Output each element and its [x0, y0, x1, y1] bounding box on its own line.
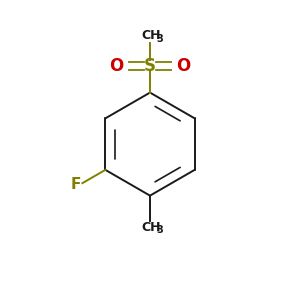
Text: CH: CH: [141, 221, 161, 234]
Text: O: O: [110, 57, 124, 75]
Text: CH: CH: [141, 29, 161, 42]
Text: F: F: [71, 177, 81, 192]
Text: 3: 3: [156, 34, 163, 44]
Text: 3: 3: [156, 225, 163, 236]
Text: O: O: [176, 57, 190, 75]
Text: S: S: [144, 57, 156, 75]
